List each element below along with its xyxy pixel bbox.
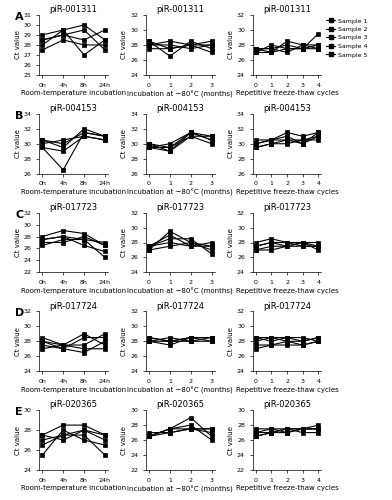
X-axis label: Room-temperature incubation: Room-temperature incubation	[21, 288, 126, 294]
Y-axis label: Ct value: Ct value	[15, 426, 21, 454]
X-axis label: Incubation at −80°C (months): Incubation at −80°C (months)	[127, 288, 233, 295]
X-axis label: Repetitive freeze-thaw cycles: Repetitive freeze-thaw cycles	[236, 288, 338, 294]
Title: piR-017723: piR-017723	[263, 203, 311, 212]
X-axis label: Incubation at −80°C (months): Incubation at −80°C (months)	[127, 386, 233, 394]
X-axis label: Room-temperature incubation: Room-temperature incubation	[21, 486, 126, 492]
X-axis label: Room-temperature incubation: Room-temperature incubation	[21, 90, 126, 96]
Legend: Sample 1, Sample 2, Sample 3, Sample 4, Sample 5: Sample 1, Sample 2, Sample 3, Sample 4, …	[326, 18, 368, 58]
Title: piR-020365: piR-020365	[263, 400, 311, 409]
Title: piR-017724: piR-017724	[156, 302, 204, 310]
X-axis label: Repetitive freeze-thaw cycles: Repetitive freeze-thaw cycles	[236, 486, 338, 492]
Y-axis label: Ct value: Ct value	[228, 228, 234, 257]
Title: piR-004153: piR-004153	[50, 104, 98, 113]
Y-axis label: Ct value: Ct value	[122, 327, 127, 356]
X-axis label: Room-temperature incubation: Room-temperature incubation	[21, 386, 126, 392]
Text: C: C	[15, 210, 23, 220]
Text: A: A	[15, 12, 24, 22]
Title: piR-004153: piR-004153	[156, 104, 204, 113]
Y-axis label: Ct value: Ct value	[15, 327, 21, 356]
Y-axis label: Ct value: Ct value	[228, 30, 234, 60]
Title: piR-017724: piR-017724	[263, 302, 311, 310]
Text: D: D	[15, 308, 24, 318]
Y-axis label: Ct value: Ct value	[122, 228, 127, 257]
Title: piR-017724: piR-017724	[50, 302, 98, 310]
Y-axis label: Ct value: Ct value	[122, 426, 127, 454]
Title: piR-001311: piR-001311	[263, 5, 311, 14]
Y-axis label: Ct value: Ct value	[228, 426, 234, 454]
X-axis label: Repetitive freeze-thaw cycles: Repetitive freeze-thaw cycles	[236, 189, 338, 195]
Text: E: E	[15, 407, 23, 417]
Title: piR-017723: piR-017723	[156, 203, 204, 212]
Title: piR-020365: piR-020365	[156, 400, 204, 409]
Title: piR-001311: piR-001311	[156, 5, 204, 14]
Y-axis label: Ct value: Ct value	[122, 30, 127, 60]
Y-axis label: Ct value: Ct value	[228, 130, 234, 158]
X-axis label: Incubation at −80°C (months): Incubation at −80°C (months)	[127, 90, 233, 98]
Title: piR-017723: piR-017723	[49, 203, 98, 212]
Title: piR-001311: piR-001311	[50, 5, 98, 14]
Title: piR-004153: piR-004153	[263, 104, 311, 113]
Title: piR-020365: piR-020365	[50, 400, 98, 409]
Y-axis label: Ct value: Ct value	[228, 327, 234, 356]
X-axis label: Incubation at −80°C (months): Incubation at −80°C (months)	[127, 486, 233, 492]
Y-axis label: Ct value: Ct value	[15, 30, 21, 60]
X-axis label: Repetitive freeze-thaw cycles: Repetitive freeze-thaw cycles	[236, 386, 338, 392]
Y-axis label: Ct value: Ct value	[15, 228, 21, 257]
X-axis label: Repetitive freeze-thaw cycles: Repetitive freeze-thaw cycles	[236, 90, 338, 96]
X-axis label: Room-temperature incubation: Room-temperature incubation	[21, 189, 126, 195]
Text: B: B	[15, 111, 24, 121]
Y-axis label: Ct value: Ct value	[15, 130, 21, 158]
X-axis label: Incubation at −80°C (months): Incubation at −80°C (months)	[127, 189, 233, 196]
Y-axis label: Ct value: Ct value	[122, 130, 127, 158]
